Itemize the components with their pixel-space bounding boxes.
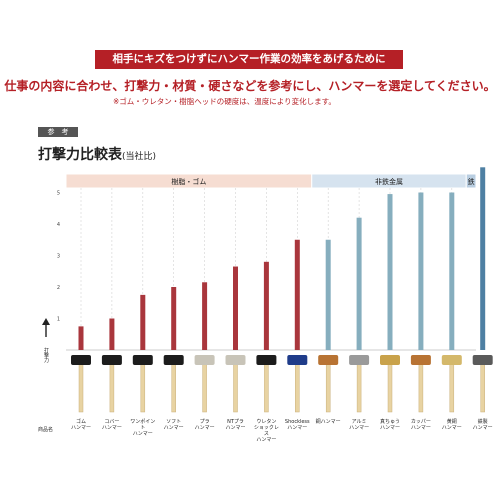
hammer-head-icon xyxy=(380,355,400,365)
y-tick-label: 2 xyxy=(57,285,60,291)
hammer-name-label: ワンポイント ハンマー xyxy=(130,419,156,437)
hammer-name-label: 真ちゅう ハンマー xyxy=(379,419,400,431)
bar xyxy=(480,167,486,350)
chart-title: 打撃力比較表(当社比) xyxy=(38,144,156,164)
y-tick-label: 4 xyxy=(57,222,60,228)
hammer-handle xyxy=(449,363,455,413)
hammer-handle xyxy=(171,363,176,413)
hammer-handle xyxy=(233,363,238,413)
hammer-handle xyxy=(202,363,207,413)
bar xyxy=(325,239,331,350)
hammer-head-icon xyxy=(441,355,462,365)
hammer-name-label: カッパー ハンマー xyxy=(410,419,431,431)
bar xyxy=(449,192,455,350)
hammer-name-label: 黄銅 ハンマー xyxy=(441,419,462,431)
chart-title-text: 打撃力比較表 xyxy=(38,147,122,163)
y-axis-label: 打撃力 xyxy=(43,347,49,364)
group-label: 樹脂・ゴム xyxy=(171,177,206,186)
y-tick-label: 1 xyxy=(57,317,60,323)
hammer-head-icon xyxy=(318,355,339,365)
bar xyxy=(171,287,177,350)
bar xyxy=(356,217,362,350)
bar xyxy=(140,294,146,350)
bar xyxy=(418,192,424,350)
bar xyxy=(78,326,84,350)
hammer-head-icon xyxy=(194,355,215,365)
reference-tag: 参 考 xyxy=(38,127,78,137)
hammer-name-label: ソフト ハンマー xyxy=(163,419,184,431)
headline-banner: 相手にキズをつけずにハンマー作業の効率をあげるために xyxy=(95,50,403,69)
lead-text: 仕事の内容に合わせ、打撃力・材質・硬さなどを参考にし、ハンマーを選定してください… xyxy=(4,79,496,93)
hammer-handle xyxy=(109,363,115,413)
hammer-head-icon xyxy=(101,355,122,365)
hammer-head-icon xyxy=(410,355,431,365)
hammer-name-label: コバー ハンマー xyxy=(101,419,122,431)
bar xyxy=(387,194,393,350)
hammer-name-label: Shockless ハンマー xyxy=(284,419,310,431)
bar xyxy=(294,239,300,350)
hammer-name-label: 鉄製 ハンマー xyxy=(472,419,493,431)
hammer-handle xyxy=(387,363,393,413)
arrow-head-icon xyxy=(42,318,50,325)
hammer-head-icon xyxy=(472,355,493,365)
product-name-label: 商品名 xyxy=(38,427,54,433)
chart-subtitle: (当社比) xyxy=(122,152,157,162)
hammer-handle xyxy=(295,363,300,413)
bar xyxy=(233,266,238,350)
hammer-name-label: 銅ハンマー xyxy=(315,419,341,425)
bar xyxy=(263,261,269,350)
bar xyxy=(109,318,115,350)
temperature-note: ※ゴム・ウレタン・樹脂ヘッドの硬度は、温度により変化します。 xyxy=(113,97,336,106)
hammer-name-label: ウレタン ショックレス ハンマー xyxy=(253,419,279,443)
group-label: 鉄 xyxy=(468,177,475,186)
hammer-handle xyxy=(356,363,362,413)
hammer-handle xyxy=(78,363,84,413)
hammer-handle xyxy=(140,363,146,413)
hammer-name-label: NTプラ ハンマー xyxy=(225,419,246,431)
hammer-name-label: アルミ ハンマー xyxy=(349,419,370,431)
hammer-head-icon xyxy=(71,355,91,365)
hammer-handle xyxy=(325,363,331,413)
hammer-head-icon xyxy=(349,355,370,365)
hammer-handle xyxy=(480,363,485,413)
bar xyxy=(202,282,208,350)
y-tick-label: 3 xyxy=(57,254,60,260)
hammer-head-icon xyxy=(287,355,308,365)
hammer-head-icon xyxy=(256,355,277,365)
hammer-head-icon xyxy=(132,355,153,365)
hammer-handle xyxy=(264,363,269,413)
hammer-name-label: ゴム ハンマー xyxy=(70,419,91,431)
group-band xyxy=(465,173,477,189)
hammer-head-icon xyxy=(163,355,184,365)
hammer-handle xyxy=(418,363,424,413)
y-tick-label: 5 xyxy=(57,191,60,197)
hammer-name-label: プラ ハンマー xyxy=(194,419,215,431)
group-label: 非鉄金属 xyxy=(375,177,403,186)
hammer-head-icon xyxy=(225,355,246,365)
